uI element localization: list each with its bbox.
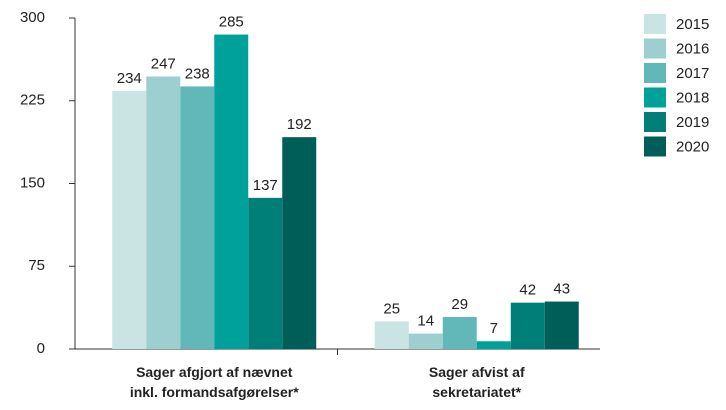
value-label: 14 [417, 313, 434, 330]
value-label: 43 [553, 281, 570, 298]
legend-label: 2015 [676, 16, 709, 33]
x-tick-label: Sager afgjort af nævnet inkl. formandsaf… [129, 364, 299, 400]
bar [112, 90, 147, 349]
legend-swatch [644, 38, 666, 59]
y-tick-label: 300 [20, 9, 45, 26]
value-label: 137 [253, 177, 278, 194]
y-tick-label: 0 [37, 340, 45, 357]
value-label: 234 [117, 70, 142, 87]
legend-label: 2020 [676, 138, 709, 155]
bar [476, 341, 511, 349]
value-label: 42 [519, 282, 536, 299]
bar [282, 137, 317, 349]
value-label: 238 [185, 65, 210, 82]
y-tick-label: 150 [20, 174, 45, 191]
bar [408, 333, 443, 349]
value-label: 25 [383, 300, 400, 317]
bar [180, 86, 215, 349]
legend-label: 2016 [676, 40, 709, 57]
bar [374, 321, 409, 349]
legend-swatch [644, 14, 666, 34]
bar [510, 302, 545, 349]
x-tick-label: Sager afvist af sekretariatet* [428, 364, 525, 400]
bar [146, 76, 181, 349]
legend-swatch [644, 112, 666, 132]
bar [442, 317, 477, 349]
bar [214, 34, 249, 350]
value-label: 192 [287, 116, 312, 133]
y-tick-label: 75 [28, 257, 45, 274]
bar [248, 197, 283, 349]
legend-label: 2017 [676, 65, 709, 82]
bar [544, 301, 579, 349]
legend-swatch [644, 87, 666, 108]
legend-label: 2019 [676, 114, 709, 131]
value-label: 285 [219, 14, 244, 31]
legend-swatch [644, 63, 666, 83]
value-label: 247 [151, 55, 176, 72]
legend-swatch [644, 136, 666, 157]
value-label: 29 [451, 296, 468, 313]
value-label: 7 [490, 320, 498, 337]
legend-label: 2018 [676, 89, 709, 106]
y-tick-label: 225 [20, 92, 45, 109]
